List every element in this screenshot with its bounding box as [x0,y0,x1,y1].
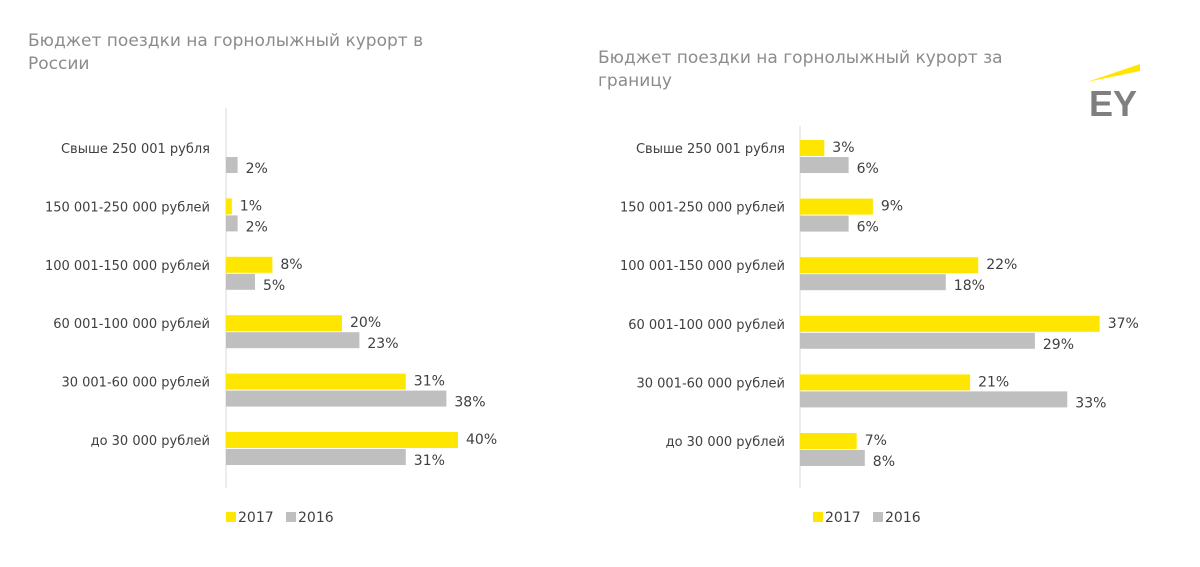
bar-2016-5 [226,449,406,465]
data-label: 29% [1043,337,1074,353]
data-label: 2% [246,161,268,177]
data-label: 37% [1108,316,1139,332]
legend-swatch-2016 [286,512,296,522]
chart-panel-russia: Бюджет поездки на горнолыжный курорт в Р… [0,0,590,567]
category-label: 150 001-250 000 рублей [620,201,785,216]
ey-logo-beam [1087,64,1140,82]
category-label: 100 001-150 000 рублей [620,259,785,274]
bar-2017-1 [800,198,873,215]
bar-2017-4 [800,374,971,391]
category-label: 30 001-60 000 рублей [636,376,785,391]
bar-2017-0 [800,140,825,156]
category-label: Свыше 250 001 рубля [636,142,785,157]
data-label: 1% [240,198,262,214]
bar-2016-1 [226,215,238,232]
data-label: 3% [832,140,854,156]
ey-logo-text: EY [1089,83,1137,120]
legend-label-2017: 2017 [238,510,274,526]
bar-2016-5 [800,450,865,466]
category-label: 150 001-250 000 рублей [45,200,210,215]
chart-title-line-1: Бюджет поездки на горнолыжный курорт за [598,48,1003,68]
data-label: 23% [367,336,398,352]
data-label: 7% [865,433,887,449]
ey-logo-icon: EY [1087,64,1140,120]
bar-chart-abroad: Свыше 250 001 рубля 3%6%150 001-250 000 р… [620,126,1139,526]
category-label: до 30 000 рублей [91,434,210,449]
bar-2016-3 [226,332,360,349]
legend-label-2016: 2016 [885,510,921,526]
category-label: Свыше 250 001 рубля [61,142,210,157]
data-label: 6% [857,220,879,236]
bar-2016-4 [800,391,1068,408]
chart-title: Бюджет поездки на горнолыжный курорт в Р… [28,30,448,76]
legend-swatch-2017 [226,512,236,522]
category-label: 60 001-100 000 рублей [628,318,785,333]
category-label: до 30 000 рублей [666,435,785,450]
legend-label-2016: 2016 [298,510,334,526]
chart-title-line-2: границу [598,71,672,91]
data-label: 6% [857,161,879,177]
data-label: 38% [454,395,485,411]
legend-label-2017: 2017 [825,510,861,526]
data-label: 18% [954,278,985,294]
bar-2017-2 [800,257,979,274]
bar-2017-5 [226,432,458,448]
data-label: 2% [246,219,268,235]
chart-title: Бюджет поездки на горнолыжный курорт за … [598,47,1028,93]
bar-2016-4 [226,390,447,407]
bar-chart-russia: Свыше 250 001 рубля 2% 150 001-250 000 руб… [45,108,497,526]
category-label: 60 001-100 000 рублей [53,317,210,332]
chart-title-line-2: России [28,54,90,74]
data-label: 31% [414,453,445,469]
data-label: 8% [873,454,895,470]
bar-2017-2 [226,256,273,273]
bar-2017-3 [800,315,1100,332]
data-label: 20% [350,315,381,331]
data-label: 9% [881,199,903,215]
chart-title-line-1: Бюджет поездки на горнолыжный курорт в [28,31,424,51]
data-label: 40% [466,432,497,448]
data-label: 33% [1075,395,1106,411]
data-label: 21% [978,374,1009,390]
bar-2016-3 [800,332,1035,349]
data-label: 8% [280,257,302,273]
bar-2016-1 [800,215,849,232]
data-label: 22% [986,257,1017,273]
bar-2016-2 [800,274,946,291]
data-label: 5% [263,278,285,294]
chart-panel-abroad: Бюджет поездки на горнолыжный курорт за … [590,0,1200,567]
bar-2016-2 [226,273,255,290]
category-label: 100 001-150 000 рублей [45,259,210,274]
category-label: 30 001-60 000 рублей [61,376,210,391]
legend-swatch-2017 [813,512,823,522]
data-label: 31% [414,374,445,390]
bar-2017-1 [226,198,232,215]
bar-2016-0 [226,157,238,173]
bar-2016-0 [800,157,849,173]
bar-2017-4 [226,373,406,390]
bar-2017-5 [800,433,857,449]
legend-swatch-2016 [873,512,883,522]
bar-2017-3 [226,315,342,332]
